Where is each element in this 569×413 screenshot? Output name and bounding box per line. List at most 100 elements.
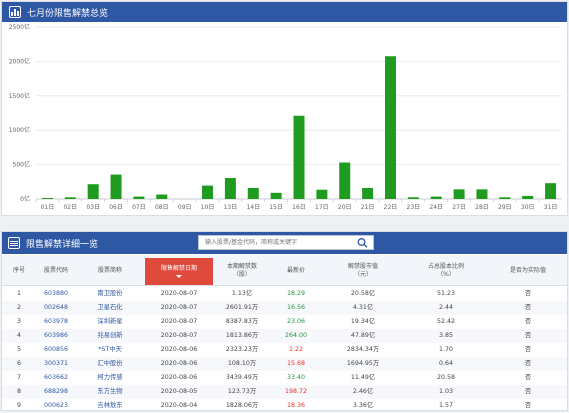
- x-tick-label: 14日: [246, 204, 260, 211]
- column-header-shares: 本期解禁数 （股）: [214, 255, 270, 286]
- search-input[interactable]: [199, 236, 351, 249]
- cell-value: 20.58亿: [350, 290, 376, 297]
- cell-name[interactable]: *ST中天: [98, 346, 122, 353]
- bar-30日[interactable]: [522, 195, 534, 199]
- bar-29日[interactable]: [499, 197, 511, 199]
- cell-code[interactable]: 300371: [43, 360, 69, 367]
- table-row: 8 688298 东方生物 2020-08-05 123.73万 198.72 2.46亿 1…: [2, 385, 567, 399]
- table-row: 4 603986 兆易创新 2020-08-07 1813.86万 264.00 47.89…: [2, 329, 567, 343]
- bar-23日[interactable]: [407, 197, 419, 199]
- cell-code[interactable]: 603978: [43, 318, 69, 325]
- cell-actual: 否: [524, 346, 532, 353]
- x-tick-label: 16日: [292, 204, 306, 211]
- bar-14日[interactable]: [247, 187, 259, 199]
- cell-value: 4.31亿: [352, 304, 374, 311]
- x-tick-label: 09日: [178, 204, 192, 211]
- x-tick-label: 24日: [429, 204, 443, 211]
- cell-ratio: 2.44: [438, 304, 454, 311]
- bar-08日[interactable]: [156, 194, 168, 199]
- cell-no: 1: [16, 290, 21, 297]
- bar-22日[interactable]: [384, 56, 396, 199]
- cell-no: 3: [16, 318, 21, 325]
- x-tick-label: 22日: [384, 204, 398, 211]
- bar-07日[interactable]: [133, 196, 145, 199]
- x-tick-label: 21日: [361, 204, 375, 211]
- bar-16日[interactable]: [293, 115, 305, 199]
- x-tick-label: 17日: [315, 204, 329, 211]
- cell-name[interactable]: 卫星石化: [97, 304, 123, 311]
- cell-no: 4: [16, 332, 21, 339]
- search-box: [198, 235, 374, 250]
- x-tick-label: 13日: [224, 204, 238, 211]
- x-tick-label: 30日: [521, 204, 535, 211]
- x-tick-label: 08日: [155, 204, 169, 211]
- cell-code[interactable]: 000623: [43, 402, 69, 409]
- cell-price: 33.40: [286, 374, 306, 381]
- cell-ratio: 1.70: [438, 346, 454, 353]
- cell-ratio: 52.42: [436, 318, 456, 325]
- cell-name[interactable]: 深圳新星: [97, 318, 123, 325]
- cell-date: 2020-08-07: [160, 304, 198, 311]
- bar-28日[interactable]: [476, 189, 488, 199]
- cell-code[interactable]: 002648: [43, 304, 69, 311]
- cell-price: 198.72: [284, 388, 308, 395]
- bar-03日[interactable]: [87, 184, 99, 199]
- cell-actual: 否: [524, 374, 532, 381]
- column-header-label: 本期解禁数 （股）: [226, 262, 257, 278]
- bar-02日[interactable]: [64, 197, 76, 199]
- column-header-label: 股票代码: [43, 266, 68, 274]
- cell-shares: 1813.86万: [225, 332, 259, 339]
- cell-code[interactable]: 603880: [43, 290, 69, 297]
- cell-ratio: 51.23: [436, 290, 456, 297]
- cell-shares: 108.10万: [227, 360, 257, 367]
- table-row: 5 600856 *ST中天 2020-08-06 2323.23万 1.22 2834.3…: [2, 343, 567, 357]
- table-row: 2 002648 卫星石化 2020-08-07 2601.91万 16.56 4.31亿 2…: [2, 301, 567, 315]
- cell-shares: 123.73万: [227, 388, 257, 395]
- bar-27日[interactable]: [453, 189, 465, 199]
- cell-no: 6: [16, 360, 21, 367]
- column-header-date[interactable]: 限售解禁日期: [145, 258, 213, 285]
- bar-21日[interactable]: [362, 187, 374, 199]
- cell-name[interactable]: 兆易创新: [97, 332, 123, 339]
- column-header-no: 序号: [6, 255, 32, 286]
- bar-01日[interactable]: [41, 197, 53, 199]
- x-tick-label: 31日: [544, 204, 558, 211]
- sort-desc-icon[interactable]: [176, 275, 182, 278]
- cell-name[interactable]: 柯力传感: [97, 374, 123, 381]
- cell-code[interactable]: 603986: [43, 332, 69, 339]
- cell-date: 2020-08-05: [160, 388, 198, 395]
- column-header-label: 占总股本比例 （%）: [427, 262, 464, 278]
- bar-20日[interactable]: [339, 162, 351, 199]
- bar-13日[interactable]: [224, 178, 236, 199]
- table-header: 序号 股票代码 股票简称 限售解禁日期 本期解禁数 （股） 最新价 解禁股市值 （元） 占总股…: [2, 255, 567, 286]
- cell-date: 2020-08-06: [160, 346, 198, 353]
- bar-10日[interactable]: [202, 185, 214, 199]
- cell-code[interactable]: 603662: [43, 374, 69, 381]
- bar-31日[interactable]: [545, 183, 557, 199]
- cell-shares: 1.13亿: [231, 290, 253, 297]
- cell-name[interactable]: 汇中股份: [97, 360, 123, 367]
- cell-price: 264.00: [284, 332, 308, 339]
- overview-title: 七月份限售解禁总览: [27, 8, 109, 19]
- column-header-label: 解禁股市值 （元）: [347, 262, 378, 278]
- cell-no: 8: [16, 388, 21, 395]
- cell-value: 19.34亿: [350, 318, 376, 325]
- bar-06日[interactable]: [110, 174, 122, 199]
- bar-17日[interactable]: [316, 189, 328, 199]
- cell-code[interactable]: 600856: [43, 346, 69, 353]
- cell-ratio: 1.57: [438, 402, 454, 409]
- cell-name[interactable]: 南卫股份: [97, 290, 123, 297]
- cell-price: 18.29: [286, 290, 306, 297]
- bar-24日[interactable]: [430, 196, 442, 199]
- column-header-label: 股票简称: [97, 266, 122, 274]
- search-icon[interactable]: [356, 237, 369, 248]
- cell-value: 47.89亿: [350, 332, 376, 339]
- cell-value: 1694.95万: [346, 360, 380, 367]
- bar-15日[interactable]: [270, 192, 282, 199]
- cell-name[interactable]: 吉林敖东: [97, 402, 123, 409]
- cell-code[interactable]: 688298: [43, 388, 69, 395]
- cell-price: 18.36: [286, 402, 306, 409]
- cell-name[interactable]: 东方生物: [97, 388, 123, 395]
- cell-value: 11.49亿: [350, 374, 376, 381]
- x-tick-label: 03日: [86, 204, 100, 211]
